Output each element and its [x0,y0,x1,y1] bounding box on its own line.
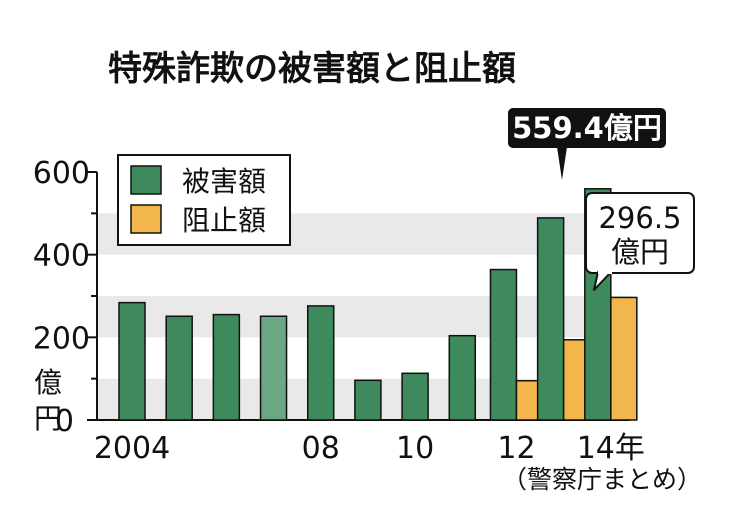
callout-damage-text: 559.4億円 [512,111,662,145]
y-ticks: 0 200 400 600 [33,156,97,439]
y-unit-label-char1: 億 [34,366,62,399]
bar-damage-2004 [118,301,146,421]
chart-title: 特殊詐欺の被害額と阻止額 [108,49,516,89]
bar-damage-06 [212,313,241,421]
legend-label-prevented: 阻止額 [182,204,266,237]
x-tick-label: 12 [497,431,535,466]
legend: 被害額 阻止額 [117,154,291,246]
legend-swatch-prevented [130,204,162,234]
y-tick-label: 600 [33,156,90,191]
x-tick-label: 10 [396,431,434,466]
bar-damage-09 [354,379,382,421]
callout-prevented-pointer-mask [598,268,612,274]
bar-damage-11 [448,334,477,421]
bars [118,188,638,421]
y-tick-label: 200 [33,321,90,356]
callout-damage-2014: 559.4億円 [508,108,666,180]
legend-label-damage: 被害額 [182,165,266,198]
callout-damage-pointer [557,147,567,180]
callout-prevented-2014: 296.5 億円 [585,192,695,291]
bar-damage-13 [536,217,565,421]
legend-swatch-damage [130,165,162,195]
x-tick-label: 08 [302,431,340,466]
x-tick-label: 2004 [94,431,170,466]
bar-damage-10 [401,372,429,421]
x-tick-label: 14年 [577,431,645,466]
bar-prevented-14 [610,296,638,421]
y-tick-label: 0 [55,404,74,439]
bar-damage-05 [165,315,193,421]
x-ticks: 2004 08 10 12 14年 [94,431,645,466]
bar-damage-08 [306,305,335,421]
callout-prevented-box [585,192,695,274]
callout-prevented-value: 296.5 [598,201,681,235]
source-note: （警察庁まとめ） [502,465,702,494]
bar-damage-12 [489,268,518,421]
callout-damage-box [508,108,666,148]
y-tick-label: 400 [33,239,90,274]
y-unit-label-char2: 円 [34,402,62,435]
bar-damage-07 [259,315,288,421]
callout-prevented-unit: 億円 [611,235,669,269]
